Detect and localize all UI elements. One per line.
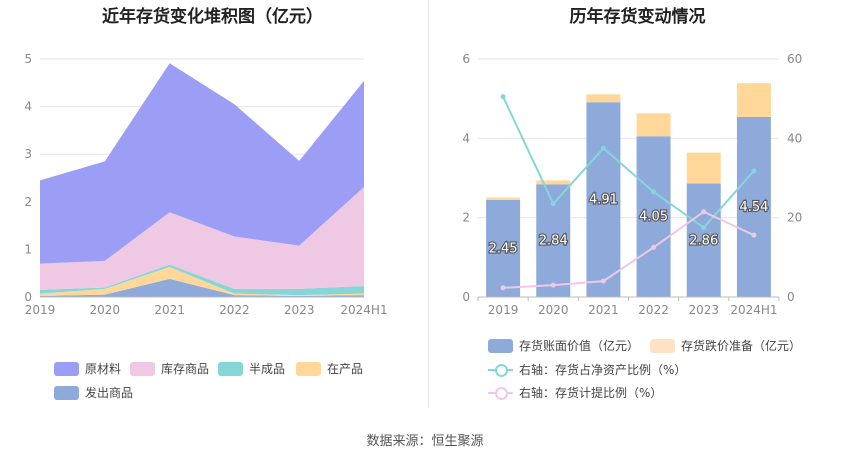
bar-data-label: 2.45 — [489, 241, 518, 256]
bar-data-label: 4.05 — [639, 210, 668, 225]
legend-label: 右轴：存货计提比例（%） — [519, 386, 663, 400]
bar-data-label: 4.91 — [589, 193, 618, 208]
legend-label: 在产品 — [327, 362, 364, 376]
y-tick-label: 0 — [24, 290, 32, 304]
legend-item[interactable]: 发出商品 — [54, 384, 133, 401]
line-右轴：存货计提比例（%） — [503, 210, 755, 289]
line-point — [751, 232, 757, 238]
legend-label: 原材料 — [85, 362, 122, 376]
bar-存货账面价值（亿元） — [486, 199, 521, 297]
bar-存货跌价准备（亿元） — [736, 83, 771, 117]
legend-item[interactable]: 半成品 — [218, 360, 285, 377]
y-tick-label: 1 — [24, 242, 32, 256]
legend-item[interactable]: 右轴：存货占净资产比例（%） — [488, 361, 686, 378]
bar-存货跌价准备（亿元） — [586, 94, 621, 103]
line-point — [500, 285, 506, 291]
bar-data-label: 4.54 — [739, 200, 768, 215]
x-tick-label: 2019 — [488, 303, 519, 317]
legend-swatch — [650, 338, 675, 353]
x-tick-label: 2021 — [588, 303, 619, 317]
legend-label: 右轴：存货占净资产比例（%） — [519, 363, 687, 377]
bar-存货账面价值（亿元） — [636, 136, 671, 297]
y-tick-label: 4 — [24, 100, 32, 114]
y-tick-label: 6 — [462, 52, 470, 66]
right-chart-title: 历年存货变动情况 — [569, 7, 706, 27]
legend-item[interactable]: 存货账面价值（亿元） — [488, 337, 639, 354]
line-point — [651, 244, 657, 250]
x-tick-label: 2022 — [638, 303, 669, 317]
legend-swatch — [488, 338, 513, 353]
area-原材料 — [40, 63, 364, 264]
area-半成品 — [40, 264, 364, 296]
x-tick-label: 2019 — [25, 303, 56, 317]
line-point — [500, 94, 506, 100]
legend-item[interactable]: 存货跌价准备（亿元） — [650, 337, 801, 354]
y-tick-label: 3 — [24, 147, 32, 161]
legend-swatch — [218, 361, 243, 376]
x-tick-label: 2021 — [154, 303, 185, 317]
panel-divider — [428, 0, 429, 408]
area-在产品 — [40, 267, 364, 297]
legend-swatch — [54, 361, 79, 376]
y2-tick-label: 20 — [787, 211, 802, 225]
x-tick-label: 2020 — [538, 303, 569, 317]
x-tick-label: 2024H1 — [340, 303, 387, 317]
line-point — [651, 189, 657, 195]
left-chart-title: 近年存货变化堆积图（亿元） — [102, 7, 323, 27]
y-tick-label: 5 — [24, 52, 32, 66]
legend-swatch — [296, 361, 321, 376]
y-tick-label: 4 — [462, 131, 470, 145]
legend-swatch — [130, 361, 155, 376]
area-库存商品 — [40, 187, 364, 290]
y2-tick-label: 0 — [787, 290, 795, 304]
legend-swatch — [54, 385, 79, 400]
x-tick-label: 2020 — [90, 303, 121, 317]
legend-label: 库存商品 — [161, 362, 210, 376]
bar-存货账面价值（亿元） — [736, 116, 771, 297]
line-point — [600, 278, 606, 284]
bar-存货跌价准备（亿元） — [536, 180, 571, 185]
x-tick-label: 2022 — [219, 303, 250, 317]
x-tick-label: 2023 — [688, 303, 719, 317]
bar-存货跌价准备（亿元） — [486, 197, 521, 200]
bar-存货跌价准备（亿元） — [686, 152, 721, 184]
y2-tick-label: 60 — [787, 52, 802, 66]
line-point — [701, 225, 707, 231]
stacked-area-chart: 0 1 2 3 4 5 2019 2020 2021 2022 2023 2024H1 — [24, 52, 387, 317]
bar-存货账面价值（亿元） — [586, 102, 621, 297]
legend-label: 存货跌价准备（亿元） — [681, 339, 802, 353]
line-point — [751, 168, 757, 174]
legend-label: 半成品 — [249, 362, 286, 376]
line-右轴：存货占净资产比例（%） — [502, 96, 755, 229]
legend-item[interactable]: 在产品 — [296, 360, 363, 377]
legend-swatch — [488, 386, 513, 400]
legend-item[interactable]: 原材料 — [54, 360, 121, 377]
y2-tick-label: 40 — [787, 131, 802, 145]
x-tick-label: 2024H1 — [730, 303, 777, 317]
bar-存货跌价准备（亿元） — [636, 113, 671, 137]
line-point — [600, 145, 606, 151]
y-tick-label: 2 — [462, 211, 470, 225]
legend-item[interactable]: 库存商品 — [130, 360, 209, 377]
bar-存货账面价值（亿元） — [686, 183, 721, 297]
x-tick-label: 2023 — [284, 303, 315, 317]
area-发出商品 — [40, 278, 364, 297]
y-tick-label: 0 — [462, 290, 470, 304]
legend-swatch — [488, 363, 513, 377]
bar-data-label: 2.84 — [539, 234, 568, 249]
legend-label: 存货账面价值（亿元） — [519, 339, 640, 353]
data-source-note: 数据来源：恒生聚源 — [366, 434, 484, 449]
line-point — [550, 282, 556, 288]
line-point — [550, 201, 556, 207]
line-point — [701, 209, 707, 215]
bar-data-label: 2.86 — [689, 233, 718, 248]
legend-item[interactable]: 右轴：存货计提比例（%） — [488, 384, 662, 401]
y-tick-label: 2 — [24, 195, 32, 209]
legend-label: 发出商品 — [85, 386, 134, 400]
